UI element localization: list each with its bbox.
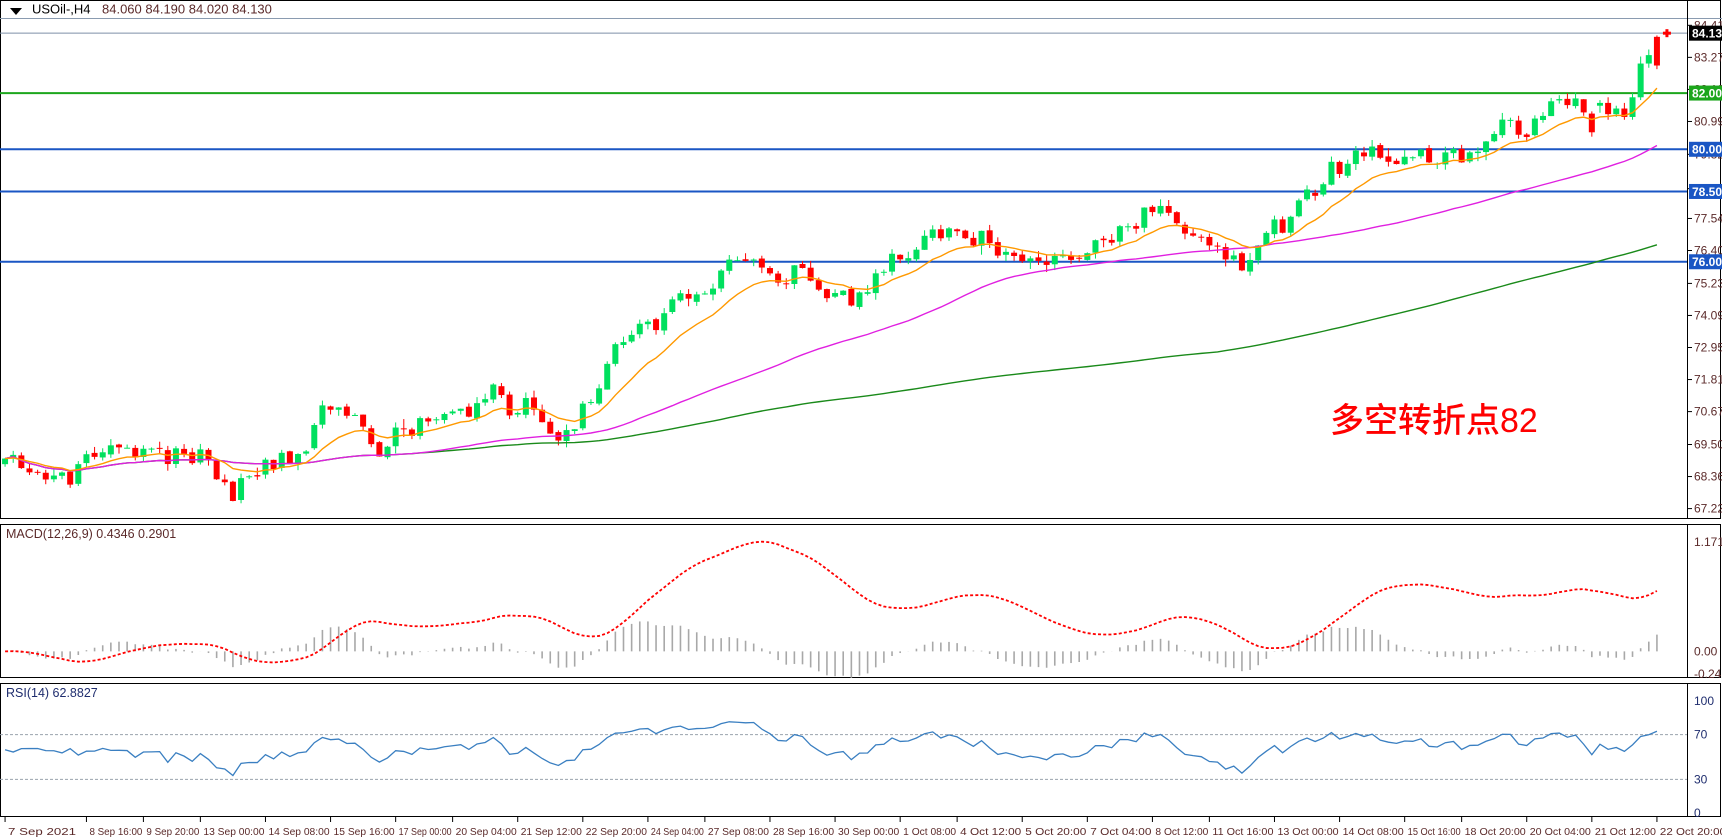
svg-text:17 Sep 00:00: 17 Sep 00:00 xyxy=(399,827,452,838)
svg-text:1 Oct 08:00: 1 Oct 08:00 xyxy=(903,827,956,838)
svg-text:76.000: 76.000 xyxy=(1692,255,1722,269)
svg-text:80.990: 80.990 xyxy=(1694,114,1722,128)
svg-text:7 Oct 04:00: 7 Oct 04:00 xyxy=(1090,827,1152,838)
svg-text:30 Sep 00:00: 30 Sep 00:00 xyxy=(838,827,900,838)
svg-text:71.810: 71.810 xyxy=(1694,373,1722,387)
svg-text:14 Sep 08:00: 14 Sep 08:00 xyxy=(268,827,330,838)
svg-text:72.950: 72.950 xyxy=(1694,341,1722,355)
svg-text:5 Oct 20:00: 5 Oct 20:00 xyxy=(1025,827,1087,838)
svg-text:80.000: 80.000 xyxy=(1692,143,1722,157)
svg-text:11 Oct 16:00: 11 Oct 16:00 xyxy=(1212,827,1274,838)
svg-text:74.090: 74.090 xyxy=(1694,308,1722,322)
svg-text:USOil-,H4: USOil-,H4 xyxy=(32,2,91,17)
svg-text:69.500: 69.500 xyxy=(1694,437,1722,451)
svg-text:7 Sep 2021: 7 Sep 2021 xyxy=(8,827,77,838)
svg-text:1.1711: 1.1711 xyxy=(1694,535,1722,549)
svg-text:68.360: 68.360 xyxy=(1694,470,1722,484)
svg-text:83.270: 83.270 xyxy=(1694,50,1722,64)
svg-text:84.130: 84.130 xyxy=(1692,26,1722,40)
svg-text:14 Oct 08:00: 14 Oct 08:00 xyxy=(1343,827,1405,838)
svg-text:21 Sep 12:00: 21 Sep 12:00 xyxy=(521,827,583,838)
svg-text:22 Oct 20:00: 22 Oct 20:00 xyxy=(1660,827,1722,838)
svg-text:18 Oct 20:00: 18 Oct 20:00 xyxy=(1465,827,1527,838)
svg-text:多空转折点82: 多空转折点82 xyxy=(1330,402,1538,440)
svg-text:27 Sep 08:00: 27 Sep 08:00 xyxy=(708,827,770,838)
svg-text:15 Sep 16:00: 15 Sep 16:00 xyxy=(334,827,396,838)
svg-text:13 Sep 00:00: 13 Sep 00:00 xyxy=(203,827,265,838)
svg-text:78.500: 78.500 xyxy=(1692,185,1722,199)
svg-text:15 Oct 16:00: 15 Oct 16:00 xyxy=(1408,827,1461,838)
svg-text:20 Sep 04:00: 20 Sep 04:00 xyxy=(456,827,518,838)
svg-text:0.00: 0.00 xyxy=(1694,644,1718,658)
svg-text:22 Sep 20:00: 22 Sep 20:00 xyxy=(586,827,648,838)
svg-text:100: 100 xyxy=(1694,694,1714,708)
svg-text:84.060 84.190 84.020 84.130: 84.060 84.190 84.020 84.130 xyxy=(102,2,272,17)
svg-text:70: 70 xyxy=(1694,728,1708,742)
svg-text:30: 30 xyxy=(1694,772,1708,786)
svg-text:82.000: 82.000 xyxy=(1692,86,1722,100)
svg-text:20 Oct 04:00: 20 Oct 04:00 xyxy=(1530,827,1592,838)
svg-text:0: 0 xyxy=(1694,806,1701,820)
svg-text:9 Sep 20:00: 9 Sep 20:00 xyxy=(146,827,199,838)
svg-text:28 Sep 16:00: 28 Sep 16:00 xyxy=(773,827,835,838)
svg-text:8 Sep 16:00: 8 Sep 16:00 xyxy=(89,827,142,838)
svg-text:8 Oct 12:00: 8 Oct 12:00 xyxy=(1155,827,1208,838)
svg-text:24 Sep 04:00: 24 Sep 04:00 xyxy=(651,827,704,838)
svg-text:13 Oct 00:00: 13 Oct 00:00 xyxy=(1277,827,1339,838)
svg-text:4 Oct 12:00: 4 Oct 12:00 xyxy=(960,827,1022,838)
svg-text:77.540: 77.540 xyxy=(1694,211,1722,225)
svg-text:67.220: 67.220 xyxy=(1694,502,1722,516)
svg-text:-0.2424: -0.2424 xyxy=(1694,667,1722,681)
svg-text:70.670: 70.670 xyxy=(1694,405,1722,419)
svg-text:21 Oct 12:00: 21 Oct 12:00 xyxy=(1595,827,1657,838)
svg-text:RSI(14) 62.8827: RSI(14) 62.8827 xyxy=(6,686,98,700)
svg-text:MACD(12,26,9) 0.4346 0.2901: MACD(12,26,9) 0.4346 0.2901 xyxy=(6,527,176,541)
svg-text:75.230: 75.230 xyxy=(1694,276,1722,290)
